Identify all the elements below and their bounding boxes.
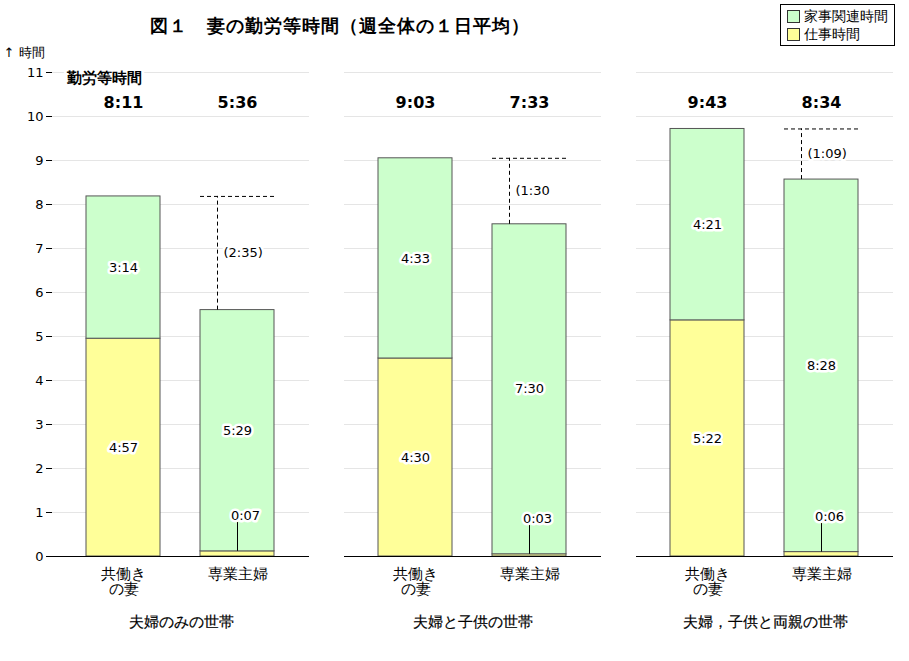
svg-text:0:07: 0:07 [231, 508, 260, 523]
html-text:図１ 妻の勤労等時間（週全体の１日平均）: 図１ 妻の勤労等時間（週全体の１日平均） [150, 15, 530, 36]
svg-text:0: 0 [35, 549, 43, 564]
svg-text:8: 8 [35, 197, 43, 212]
svg-text:8:28: 8:28 [807, 358, 836, 373]
svg-text:1: 1 [35, 505, 43, 520]
svg-text:共働きの妻: 共働きの妻 [101, 565, 146, 598]
svg-text:10: 10 [27, 109, 44, 124]
svg-text:9: 9 [35, 153, 43, 168]
svg-text:4:30: 4:30 [401, 450, 430, 465]
svg-text:9:03: 9:03 [396, 93, 436, 112]
svg-text:9:43: 9:43 [688, 93, 728, 112]
svg-text:2: 2 [35, 461, 43, 476]
svg-text:夫婦，子供と両親の世帯: 夫婦，子供と両親の世帯 [683, 613, 848, 631]
svg-text:夫婦と子供の世帯: 夫婦と子供の世帯 [413, 613, 533, 631]
svg-text:(2:35): (2:35) [224, 245, 263, 260]
svg-text:8:34: 8:34 [802, 93, 842, 112]
svg-text:5:36: 5:36 [218, 93, 258, 112]
svg-text:5: 5 [35, 329, 43, 344]
svg-text:共働きの妻: 共働きの妻 [685, 565, 730, 598]
svg-text:7:30: 7:30 [515, 381, 544, 396]
svg-text:7: 7 [35, 241, 43, 256]
svg-text:(1:09): (1:09) [808, 146, 847, 161]
svg-text:勤労等時間: 勤労等時間 [66, 69, 142, 87]
svg-text:4: 4 [35, 373, 43, 388]
html-text:仕事時間: 仕事時間 [804, 26, 860, 42]
svg-text:3: 3 [35, 417, 43, 432]
svg-text:5:22: 5:22 [693, 431, 722, 446]
svg-text:夫婦のみの世帯: 夫婦のみの世帯 [129, 613, 234, 631]
svg-text:7:33: 7:33 [510, 93, 550, 112]
svg-text:0:06: 0:06 [815, 509, 844, 524]
svg-text:共働きの妻: 共働きの妻 [393, 565, 438, 598]
svg-text:専業主婦: 専業主婦 [500, 565, 560, 583]
html-text:家事関連時間: 家事関連時間 [804, 8, 888, 24]
svg-text:8:11: 8:11 [104, 93, 144, 112]
svg-text:0:03: 0:03 [523, 511, 552, 526]
svg-text:3:14: 3:14 [109, 260, 138, 275]
svg-text:専業主婦: 専業主婦 [208, 565, 268, 583]
svg-text:5:29: 5:29 [223, 423, 252, 438]
svg-text:4:21: 4:21 [693, 217, 722, 232]
svg-text:6: 6 [35, 285, 43, 300]
svg-text:11: 11 [27, 65, 44, 80]
svg-text:↑ 時間: ↑ 時間 [4, 45, 45, 60]
svg-text:4:33: 4:33 [401, 251, 430, 266]
svg-text:(1:30: (1:30 [516, 183, 550, 198]
svg-text:専業主婦: 専業主婦 [792, 565, 852, 583]
svg-text:4:57: 4:57 [109, 440, 138, 455]
